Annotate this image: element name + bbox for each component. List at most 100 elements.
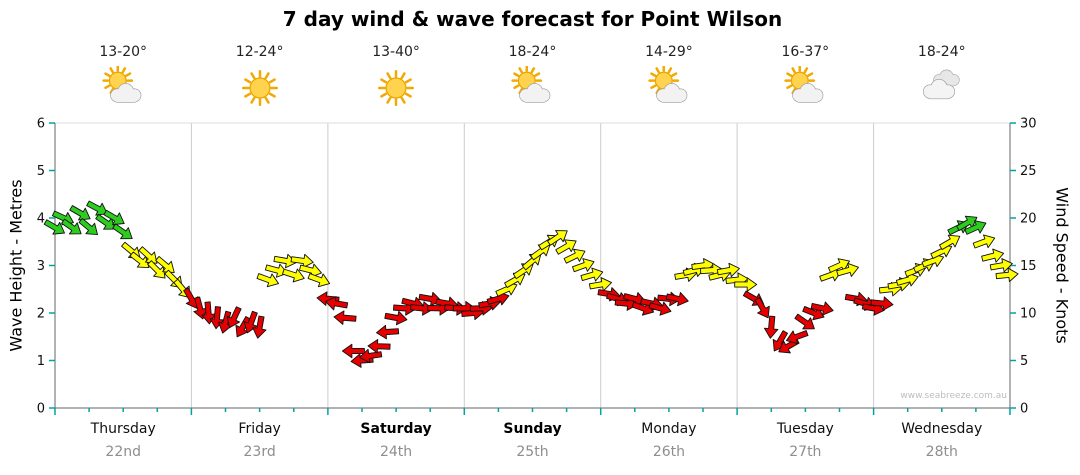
wind-arrow xyxy=(341,343,365,359)
wind-arrows xyxy=(43,200,1019,368)
day-temp-saturday: 13-40° xyxy=(372,44,420,60)
watermark: www.seabreeze.com.au xyxy=(900,391,1007,401)
wind-arrow xyxy=(256,273,279,288)
day-date-friday: 23rd xyxy=(243,444,276,460)
svg-text:15: 15 xyxy=(1020,259,1037,274)
svg-text:1: 1 xyxy=(37,354,45,369)
wind-arrow xyxy=(665,292,689,307)
left-tick-labels: 0 1 2 3 4 5 6 xyxy=(37,117,45,417)
wind-arrow xyxy=(112,223,133,240)
svg-text:0: 0 xyxy=(1020,402,1028,417)
day-temp-friday: 12-24° xyxy=(235,44,284,60)
weather-icon-sun-cloud xyxy=(55,65,191,114)
wind-arrow xyxy=(384,310,408,326)
wind-arrow xyxy=(972,234,996,249)
day-temp-sunday: 18-24° xyxy=(508,44,557,60)
wind-arrow xyxy=(264,263,288,278)
day-date-sunday: 25th xyxy=(516,444,549,460)
day-temp-monday: 14-29° xyxy=(645,44,693,60)
wind-arrow xyxy=(648,301,672,316)
left-axis-title: Wave Height - Metres xyxy=(6,179,26,352)
wind-arrow xyxy=(716,262,740,278)
svg-text:25: 25 xyxy=(1020,164,1037,179)
wind-arrow xyxy=(61,218,82,235)
wind-arrow xyxy=(376,324,400,340)
wind-arrow xyxy=(307,273,331,288)
weather-icon-cloud-svg xyxy=(922,69,960,100)
wind-arrow xyxy=(86,200,108,216)
svg-text:30: 30 xyxy=(1020,117,1037,132)
svg-text:5: 5 xyxy=(37,164,45,179)
wind-arrow xyxy=(69,205,91,221)
day-label-wednesday: Wednesday xyxy=(901,421,983,437)
svg-text:0: 0 xyxy=(37,402,45,417)
wind-arrow xyxy=(547,230,568,246)
weather-icon-cloud xyxy=(874,66,1010,114)
wind-arrow xyxy=(252,315,267,339)
wind-arrow xyxy=(870,296,894,311)
wind-arrow xyxy=(103,209,125,226)
day-label-saturday: Saturday xyxy=(360,421,432,437)
day-label-monday: Monday xyxy=(641,421,697,437)
weather-icon-sun-svg xyxy=(241,69,278,107)
weather-icon-sun-cloud xyxy=(601,65,737,114)
day-label-thursday: Thursday xyxy=(90,421,156,437)
day-date-wednesday: 28th xyxy=(925,444,958,460)
wind-arrow xyxy=(580,267,604,282)
weather-icon-sun-cloud xyxy=(464,65,600,114)
wind-arrow xyxy=(734,277,758,292)
wind-arrow xyxy=(810,301,834,316)
wind-arrow xyxy=(981,248,1005,263)
svg-text:6: 6 xyxy=(37,117,45,132)
svg-text:4: 4 xyxy=(37,212,45,227)
wind-arrow xyxy=(995,267,1019,283)
day-label-friday: Friday xyxy=(238,421,281,437)
wind-arrow xyxy=(193,296,208,320)
day-date-monday: 26th xyxy=(652,444,685,460)
wind-arrow xyxy=(129,251,150,269)
day-label-tuesday: Tuesday xyxy=(776,421,834,437)
wind-arrow xyxy=(226,306,242,329)
wind-arrow xyxy=(299,263,322,278)
svg-text:20: 20 xyxy=(1020,212,1037,227)
wind-arrow xyxy=(95,213,116,230)
day-temp-wednesday: 18-24° xyxy=(917,44,966,60)
svg-text:3: 3 xyxy=(37,259,45,274)
tick-marks xyxy=(49,122,1016,415)
day-date-saturday: 24th xyxy=(379,444,413,460)
wind-arrow xyxy=(78,217,98,236)
weather-icon-sun xyxy=(191,66,327,114)
wind-arrow xyxy=(282,268,305,283)
svg-text:2: 2 xyxy=(37,307,45,322)
day-date-thursday: 22nd xyxy=(105,444,141,460)
wind-arrow xyxy=(555,239,577,255)
wind-arrow xyxy=(333,310,357,325)
day-temp-tuesday: 16-37° xyxy=(781,44,830,60)
wind-arrow xyxy=(763,315,779,339)
svg-text:5: 5 xyxy=(1020,354,1028,369)
wind-arrow xyxy=(273,253,297,269)
wind-arrow xyxy=(147,260,166,279)
wind-arrow xyxy=(939,234,961,251)
wind-arrow xyxy=(325,296,349,311)
chart-title: 7 day wind & wave forecast for Point Wil… xyxy=(282,7,783,31)
wind-arrow xyxy=(588,277,612,292)
weather-icon-sun-cloud-svg xyxy=(511,65,551,103)
day-date-tuesday: 27th xyxy=(789,444,822,460)
wind-arrow xyxy=(43,219,65,235)
wind-arrow xyxy=(290,253,314,269)
wind-arrow xyxy=(623,292,646,307)
weather-icon-sun-cloud-svg xyxy=(648,65,688,103)
wind-arrow xyxy=(563,248,586,264)
day-temp-thursday: 13-20° xyxy=(99,44,148,60)
wind-arrow xyxy=(964,220,987,235)
weather-icon-sun-cloud-svg xyxy=(784,65,824,103)
wind-arrow xyxy=(754,297,770,319)
wind-arrow xyxy=(367,339,391,354)
weather-icon-sun-svg xyxy=(378,69,415,107)
day-label-sunday: Sunday xyxy=(503,421,562,437)
weather-icon-sun xyxy=(328,66,464,114)
wind-arrow xyxy=(836,262,860,277)
